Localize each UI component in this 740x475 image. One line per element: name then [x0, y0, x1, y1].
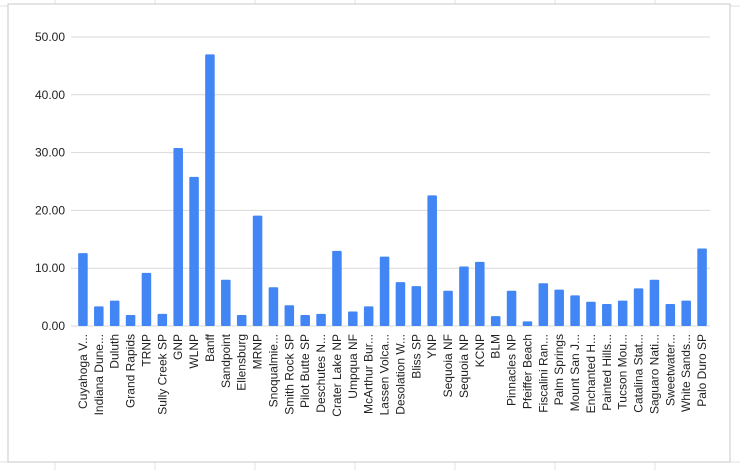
x-tick-label: Duluth: [108, 334, 122, 369]
x-tick-label: Pilot Butte SP: [298, 334, 312, 408]
bar: [665, 304, 676, 326]
bar: [189, 176, 199, 326]
x-tick-label: Deschutes N...: [314, 334, 328, 413]
x-tick-label: Indiana Dune...: [92, 334, 106, 415]
bar: [94, 306, 104, 326]
bar: [363, 306, 374, 326]
bar: [268, 287, 279, 326]
x-tick-label: White Sands...: [679, 334, 693, 412]
x-tick-label: Pfeiffer Beach: [520, 334, 534, 409]
bar: [379, 256, 390, 326]
x-tick-label: Enchanted H...: [584, 334, 598, 413]
chart-frame: [7, 3, 731, 463]
bar: [300, 315, 310, 326]
x-tick-label: Smith Rock SP: [282, 334, 296, 415]
x-tick-label: Bliss SP: [409, 334, 423, 379]
bar: [697, 248, 707, 326]
x-tick-label: Desolation W...: [393, 334, 407, 415]
y-tick-label: 40.00: [35, 88, 65, 102]
x-tick-label: Fiscalini Ran...: [536, 334, 550, 413]
x-tick-label: Cuyahoga V...: [76, 334, 90, 409]
bar: [157, 313, 168, 326]
x-tick-label: Palo Duro SP: [695, 334, 709, 407]
bar: [522, 321, 533, 326]
bar: [78, 253, 88, 326]
bar: [427, 195, 437, 326]
bar: [141, 272, 152, 326]
x-tick-label: Lassen Volca...: [378, 334, 392, 415]
x-tick-label: Palm Springs: [552, 334, 566, 405]
bar: [633, 288, 644, 326]
bar: [490, 316, 501, 326]
bar: [221, 279, 231, 326]
bar: [681, 300, 691, 326]
x-tick-label: Pinnacles NP: [505, 334, 519, 406]
bar: [284, 305, 295, 326]
x-tick-label: WLNP: [187, 334, 201, 369]
x-tick-label: Umpqua NF: [346, 334, 360, 399]
x-tick-label: Saguaro Nati...: [647, 334, 661, 414]
bar: [316, 313, 326, 326]
bar: [395, 282, 406, 326]
bar: [475, 261, 485, 326]
x-tick-label: Painted Hills...: [600, 334, 614, 411]
x-tick-label: Ellensburg: [235, 334, 249, 391]
bar: [205, 54, 215, 327]
x-tick-label: Grand Rapids: [124, 334, 138, 408]
bar: [570, 295, 580, 326]
x-tick-label: TRNP: [139, 334, 153, 367]
bar: [554, 289, 564, 326]
x-tick-label: Sandpoint: [219, 333, 233, 388]
bar: [443, 290, 453, 326]
x-tick-label: MRNP: [251, 334, 265, 369]
x-tick-label: Crater Lake NP: [330, 334, 344, 417]
bar: [602, 304, 612, 326]
x-tick-label: GNP: [171, 334, 185, 360]
bar: [173, 147, 183, 326]
x-tick-label: Catalina Stat...: [632, 334, 646, 413]
x-tick-label: McArthur Bur...: [362, 334, 376, 414]
bar: [459, 266, 469, 326]
bar: [586, 301, 596, 326]
bar: [125, 315, 136, 326]
bar: [236, 315, 247, 326]
x-tick-label: Sweetwater...: [663, 334, 677, 406]
y-tick-label: 50.00: [35, 30, 65, 44]
x-tick-label: Mount San J...: [568, 334, 582, 411]
bar: [411, 286, 422, 326]
y-tick-label: 0.00: [42, 319, 66, 333]
bar: [348, 311, 358, 326]
y-tick-label: 20.00: [35, 203, 65, 217]
x-tick-label: Tucson Mou...: [616, 334, 630, 410]
x-tick-label: YNP: [425, 334, 439, 359]
x-tick-label: Sully Creek SP: [155, 334, 169, 415]
x-tick-label: Snoqualmie...: [266, 334, 280, 407]
bar: [109, 300, 120, 326]
y-tick-label: 10.00: [35, 261, 65, 275]
bar: [252, 215, 263, 326]
x-tick-label: Sequoia NF: [441, 334, 455, 397]
bar: [506, 290, 517, 326]
y-tick-label: 30.00: [35, 146, 65, 160]
bar: [332, 250, 342, 326]
bar: [538, 283, 549, 326]
bar: [649, 279, 660, 326]
x-tick-label: Banff: [203, 333, 217, 361]
x-tick-label: KCNP: [473, 334, 487, 367]
x-tick-label: Sequoia NP: [457, 334, 471, 398]
bar: [617, 300, 628, 326]
x-tick-label: BLM: [489, 334, 503, 359]
